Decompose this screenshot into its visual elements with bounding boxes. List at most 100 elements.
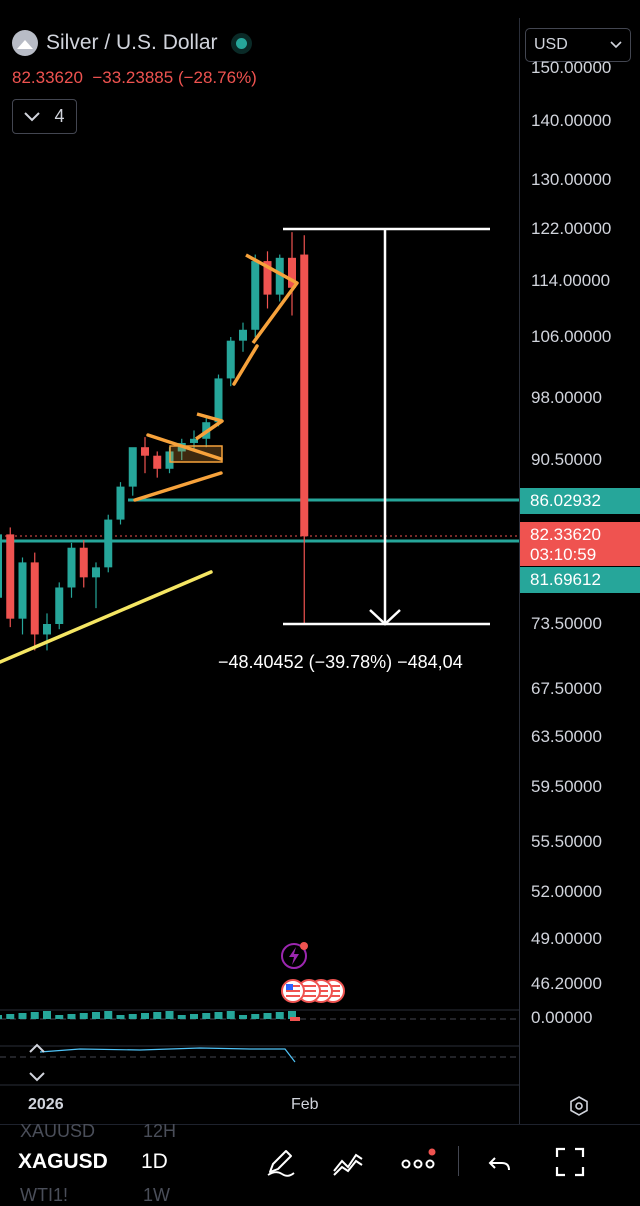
chevron-down-icon [610,41,622,49]
price-tick-label: 63.50000 [531,727,602,746]
pattern-box [169,445,223,463]
flag-stripe [326,985,340,987]
volume-bar [128,1014,137,1019]
economic-events[interactable] [278,977,350,1005]
toolbar-separator [458,1146,459,1176]
candle-body [67,547,76,588]
volume-bar [6,1014,15,1019]
price-tick-label: 106.00000 [531,327,612,346]
candle [300,235,309,624]
symbol-title: Silver / U.S. Dollar [46,31,218,54]
candle-body [43,624,51,635]
symbol-header[interactable]: Silver / U.S. Dollar [12,30,247,56]
candle-body [251,261,260,330]
ghost-timeframe: 12H [143,1121,177,1141]
candle [79,540,88,588]
bar-countdown: 03:10:59 [530,545,597,564]
expand-pane-button[interactable] [20,1066,54,1088]
volume-bar [79,1013,88,1019]
pattern-line [232,344,259,386]
candle-body [55,587,64,624]
candle [30,552,39,651]
chevron-down-icon [24,111,41,121]
candle [153,451,162,478]
flag-canton [286,984,293,990]
flag-stripe [286,990,300,992]
collapse-pane-button[interactable] [20,1037,54,1059]
indicator-line [39,1047,296,1063]
bottom-toolbar: XAUUSD 12H WTI1! 1W [0,1121,640,1205]
fullscreen-button[interactable] [550,1142,590,1182]
news-flash-icon[interactable] [280,940,310,970]
scale-settings-icon[interactable] [568,1095,590,1117]
candle [43,613,51,651]
candle-body [226,340,235,379]
ghost-symbol: WTI1! [20,1185,68,1205]
currency-select[interactable]: USD [525,28,631,62]
volume-bar [18,1013,27,1019]
indicators-button[interactable] [328,1142,368,1182]
price-scale-divider [519,18,520,1124]
pattern-line [133,471,223,502]
volume-bar [251,1014,260,1019]
candle-body [30,562,39,635]
volume-bar [116,1015,125,1019]
time-label-year: 2026 [28,1096,64,1113]
trendline [0,570,213,664]
volume-bar [30,1012,39,1019]
candle-body [18,562,27,619]
candle [104,514,113,573]
flag-stripe [302,990,316,992]
volume-bar [153,1012,162,1019]
last-price: 82.33620 [12,68,83,87]
volume-bar [290,1017,300,1021]
volume-bar [104,1011,113,1019]
candle-body [0,534,2,598]
flag-stripe [302,995,316,997]
price-tick-label: 55.50000 [531,832,602,851]
timeframe-button[interactable]: 1D [141,1150,168,1173]
volume-bar [263,1013,272,1019]
symbol-button[interactable]: XAGUSD [18,1150,108,1173]
candle [67,542,76,598]
candle [288,232,296,316]
pattern-line [146,433,223,461]
indicators-collapse-button[interactable]: 4 [12,99,77,134]
price-tick-label: 73.50000 [531,614,602,633]
candle-body [116,486,125,520]
price-tick-label: 122.00000 [531,219,612,238]
undo-button[interactable] [480,1142,520,1182]
candle-body [263,261,272,295]
candle [18,557,27,635]
candle [116,482,125,525]
volume-bar [202,1013,211,1019]
pen-icon [267,1150,295,1177]
price-change: −33.23885 [92,68,174,87]
ghost-timeframe: 1W [143,1185,170,1205]
fullscreen-icon [555,1147,585,1177]
level-price-tag: 86.02932 [520,488,640,514]
price-tick-label: 67.50000 [531,679,602,698]
volume-bar [141,1013,149,1019]
volume-bar [214,1012,223,1019]
price-tick-label: 114.00000 [531,271,611,290]
chevron-up-icon [29,1043,45,1053]
volume-bar [67,1014,76,1019]
pattern-line [245,253,299,345]
more-button[interactable] [398,1142,438,1182]
price-tick-label: 150.00000 [531,58,612,77]
measure-arrow-head [369,609,401,626]
price-tick-label: 130.00000 [531,170,612,189]
undo-icon [488,1157,510,1171]
volume-bar [275,1012,284,1019]
volume-bar [55,1015,64,1019]
candle-body [300,254,309,537]
volume-bar [288,1011,296,1019]
draw-tool-button[interactable] [260,1142,300,1182]
price-tick-label: 140.00000 [531,111,612,130]
measure-label: −48.40452 (−39.78%) −484,04 [218,652,463,672]
volume-bar [92,1012,100,1019]
candle [55,582,64,630]
currency-value: USD [534,36,568,53]
